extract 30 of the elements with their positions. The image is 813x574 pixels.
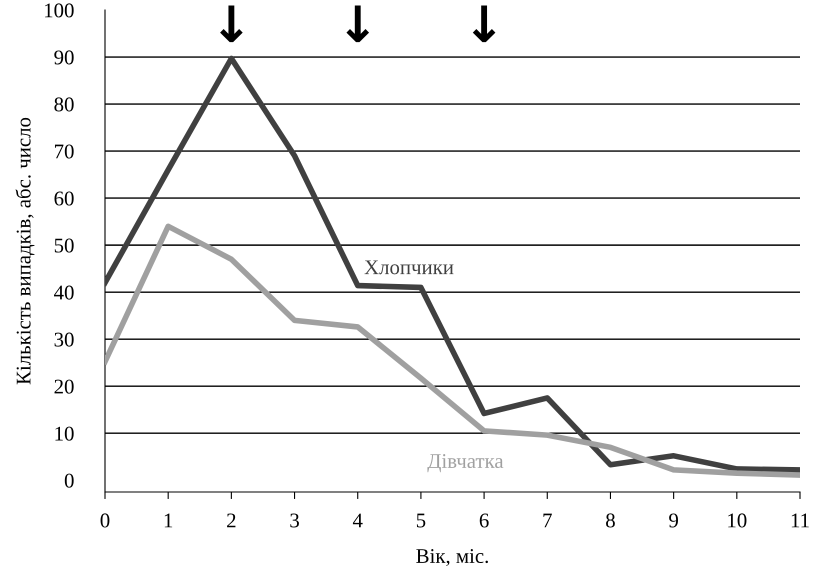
annotation: ↓ <box>220 6 243 42</box>
y-tick-label: 60 <box>54 191 74 206</box>
x-tick-label: 1 <box>164 514 172 528</box>
x-tick-label: 2 <box>227 513 236 528</box>
y-tick-label: 50 <box>54 238 74 253</box>
y-tick-label: 80 <box>54 97 74 112</box>
x-tick-label: 8 <box>606 513 615 528</box>
y-tick-label: 90 <box>54 50 74 64</box>
annotation: ↓ <box>472 6 496 42</box>
x-tick-label: 7 <box>543 514 552 528</box>
y-tick-label: 100 <box>45 3 74 18</box>
annotation: ↓ <box>346 6 370 42</box>
y-tick-label: 30 <box>54 332 74 347</box>
series-label: Дівчатка <box>427 454 504 472</box>
x-tick-label: 6 <box>480 513 489 528</box>
x-tick-label: 9 <box>669 513 678 528</box>
x-tick-label: 3 <box>290 513 299 528</box>
x-tick-label: 0 <box>100 513 110 528</box>
x-axis-title: Вік, міс. <box>416 549 488 566</box>
x-tick-label: 4 <box>352 514 363 528</box>
x-tick-label: 11 <box>792 514 809 528</box>
series-label: Хлопчики <box>364 260 454 274</box>
y-tick-label: 70 <box>54 144 74 159</box>
y-axis-title: Кількість випадків, абс. число <box>16 118 34 384</box>
x-tick-label: 5 <box>416 514 426 528</box>
y-tick-label: 0 <box>64 474 74 488</box>
x-tick-label: 10 <box>728 513 746 528</box>
y-tick-label: 10 <box>55 426 74 441</box>
y-tick-label: 40 <box>54 286 74 300</box>
y-tick-label: 20 <box>54 380 74 394</box>
